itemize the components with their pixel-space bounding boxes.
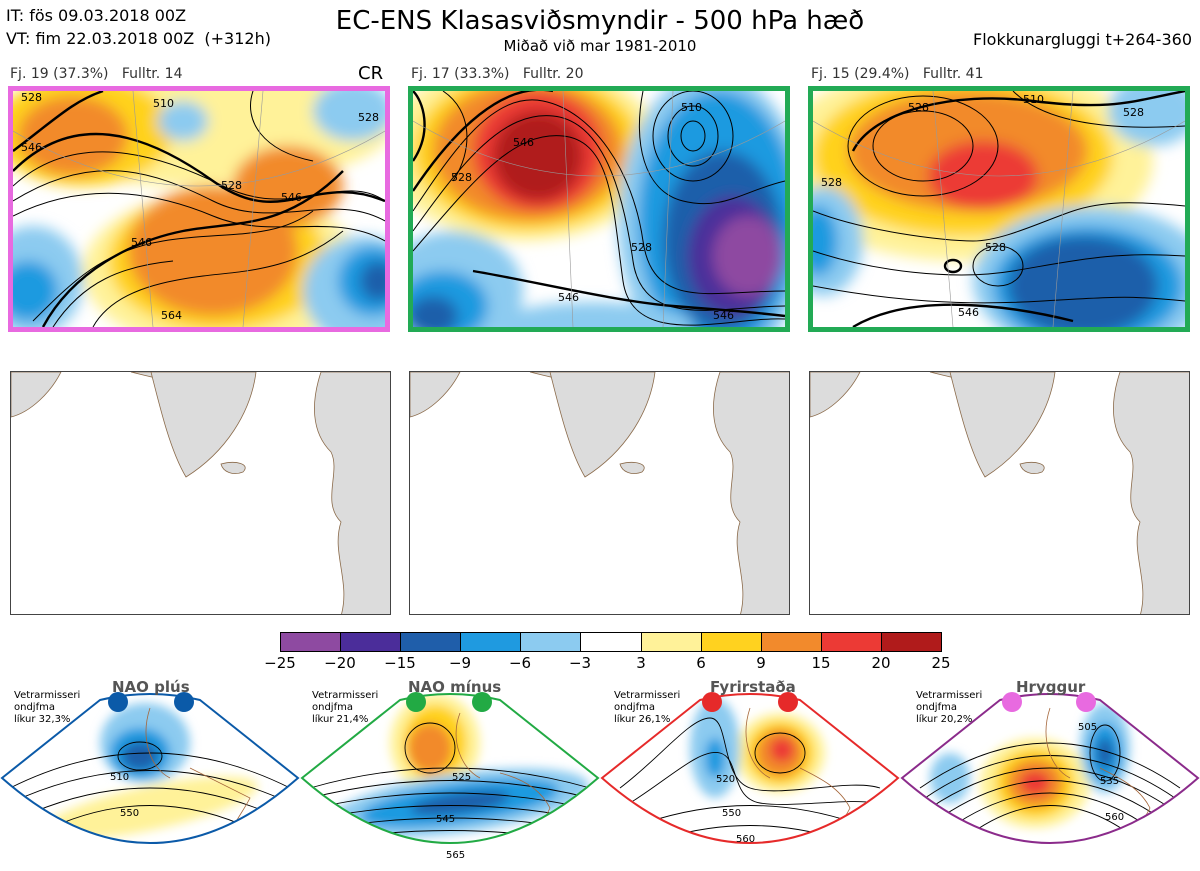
cluster-2-representative: Fulltr. 20 bbox=[522, 66, 584, 82]
cluster-1-contour-label: 510 bbox=[153, 97, 174, 110]
cluster-2-contour-label: 528 bbox=[451, 171, 472, 184]
cluster-1-regime-code: CR bbox=[358, 63, 384, 84]
ridge-contour-label: 505 bbox=[1078, 722, 1097, 733]
blocking-contour-label: 520 bbox=[716, 774, 735, 785]
nao-plus-contour-label: 510 bbox=[110, 772, 129, 783]
blocking-contour-label: 550 bbox=[722, 808, 741, 819]
nao-minus-note: Vetrarmisseri ondjfma líkur 21,4% bbox=[312, 690, 379, 725]
page-subtitle: Miðað við mar 1981-2010 bbox=[503, 37, 697, 55]
blocking-dot bbox=[702, 692, 722, 712]
colorbar-tick: 20 bbox=[871, 654, 891, 672]
nao-minus-contour-label: 545 bbox=[436, 814, 455, 825]
classification-window: Flokkunargluggi t+264-360 bbox=[973, 30, 1192, 49]
nao-plus-dot bbox=[174, 692, 194, 712]
cluster-1-contour-label: 546 bbox=[21, 141, 42, 154]
cluster-1-contour-label: 546 bbox=[131, 236, 152, 249]
colorbar-tick: −25 bbox=[264, 654, 296, 672]
regime-nao-plus: 510 550 Vetrarmisseri ondjfma líkur 32,3… bbox=[0, 678, 300, 871]
cluster-2-contour-label: 546 bbox=[513, 136, 534, 149]
colorbar-tick: 6 bbox=[696, 654, 706, 672]
init-time: IT: fös 09.03.2018 00Z bbox=[6, 6, 187, 25]
colorbar-segment bbox=[701, 633, 762, 651]
colorbar-segment bbox=[461, 633, 522, 651]
cluster-3-contour-label: 528 bbox=[908, 101, 929, 114]
cluster-1-contour-label: 528 bbox=[221, 179, 242, 192]
cluster-2-contour-label: 546 bbox=[713, 309, 734, 322]
cluster-3-contour-label: 546 bbox=[958, 306, 979, 319]
cluster-1-label: Fj. 19 (37.3%) Fulltr. 14 bbox=[10, 66, 183, 82]
nao-plus-note: Vetrarmisseri ondjfma líkur 32,3% bbox=[14, 690, 81, 725]
ridge-title: Hryggur bbox=[1016, 678, 1086, 696]
cluster-3-contour-label: 528 bbox=[821, 176, 842, 189]
ridge-dot bbox=[1002, 692, 1022, 712]
cluster-2-contour-label: 546 bbox=[558, 291, 579, 304]
cluster-3-representative: Fulltr. 41 bbox=[922, 66, 984, 82]
colorbar-segment bbox=[881, 633, 942, 651]
colorbar-tick: 15 bbox=[811, 654, 831, 672]
ridge-note: Vetrarmisseri ondjfma líkur 20,2% bbox=[916, 690, 983, 725]
regime-blocking: 520 550 560 Vetrarmisseri ondjfma líkur … bbox=[600, 678, 900, 871]
cluster-1-contour-label: 528 bbox=[21, 91, 42, 104]
colorbar-segment bbox=[521, 633, 582, 651]
nao-minus-contour-label: 565 bbox=[446, 850, 465, 861]
cluster-1-contour-label: 546 bbox=[281, 191, 302, 204]
nao-minus-dot bbox=[472, 692, 492, 712]
nao-minus-title: NAO mínus bbox=[408, 678, 502, 696]
cluster-1-representative: Fulltr. 14 bbox=[121, 66, 183, 82]
colorbar-segment bbox=[581, 633, 642, 651]
colorbar-tick: 9 bbox=[756, 654, 766, 672]
cluster-3-label: Fj. 15 (29.4%) Fulltr. 41 bbox=[811, 66, 984, 82]
cluster-2-size: Fj. 17 (33.3%) bbox=[411, 66, 510, 82]
blocking-title: Fyrirstaða bbox=[710, 678, 796, 696]
cluster-1-size: Fj. 19 (37.3%) bbox=[10, 66, 109, 82]
colorbar-segment bbox=[401, 633, 462, 651]
anomaly-colorbar bbox=[280, 632, 942, 652]
colorbar-segment bbox=[281, 633, 342, 651]
cluster-3-size: Fj. 15 (29.4%) bbox=[811, 66, 910, 82]
colorbar-tick: −15 bbox=[384, 654, 416, 672]
blocking-contour-label: 560 bbox=[736, 834, 755, 845]
base-map-2 bbox=[409, 371, 790, 615]
colorbar-segment bbox=[641, 633, 702, 651]
blocking-dot bbox=[778, 692, 798, 712]
cluster-1-contour-label: 528 bbox=[358, 111, 379, 124]
cluster-3-contour-label: 528 bbox=[1123, 106, 1144, 119]
cluster-2-contour-label: 510 bbox=[681, 101, 702, 114]
colorbar-tick: −3 bbox=[568, 654, 592, 672]
valid-time: VT: fim 22.03.2018 00Z (+312h) bbox=[6, 29, 271, 48]
nao-plus-contour-label: 550 bbox=[120, 808, 139, 819]
cluster-3-map: 528 510 528 528 546 528 bbox=[808, 86, 1190, 332]
ridge-contour-label: 535 bbox=[1100, 776, 1119, 787]
cluster-2-label: Fj. 17 (33.3%) Fulltr. 20 bbox=[411, 66, 584, 82]
colorbar-tick: 3 bbox=[636, 654, 646, 672]
colorbar-tick: −6 bbox=[508, 654, 532, 672]
regime-ridge: 505 535 560 Vetrarmisseri ondjfma líkur … bbox=[900, 678, 1200, 871]
nao-minus-contour-label: 525 bbox=[452, 772, 471, 783]
cluster-1-map: 528 510 546 528 546 546 528 564 bbox=[8, 86, 390, 332]
nao-plus-title: NAO plús bbox=[112, 678, 190, 696]
cluster-3-contour-label: 510 bbox=[1023, 93, 1044, 106]
colorbar-segment bbox=[761, 633, 822, 651]
regime-nao-minus: 525 545 565 Vetrarmisseri ondjfma líkur … bbox=[300, 678, 600, 871]
colorbar-tick: −20 bbox=[324, 654, 356, 672]
colorbar-segment bbox=[341, 633, 402, 651]
blocking-note: Vetrarmisseri ondjfma líkur 26,1% bbox=[614, 690, 681, 725]
colorbar-tick: 25 bbox=[931, 654, 951, 672]
colorbar-segment bbox=[821, 633, 882, 651]
cluster-3-contour-label: 528 bbox=[985, 241, 1006, 254]
ridge-contour-label: 560 bbox=[1105, 812, 1124, 823]
colorbar-tick: −9 bbox=[448, 654, 472, 672]
cluster-2-contour-label: 528 bbox=[631, 241, 652, 254]
page-title: EC-ENS Klasasviðsmyndir - 500 hPa hæð bbox=[335, 6, 865, 36]
run-info: IT: fös 09.03.2018 00Z VT: fim 22.03.2018… bbox=[6, 4, 271, 50]
nao-plus-dot bbox=[108, 692, 128, 712]
base-map-3 bbox=[809, 371, 1190, 615]
nao-minus-dot bbox=[406, 692, 426, 712]
base-map-1 bbox=[10, 371, 391, 615]
cluster-1-contour-label: 564 bbox=[161, 309, 182, 322]
ridge-dot bbox=[1076, 692, 1096, 712]
cluster-2-map: 510 546 528 528 546 546 bbox=[408, 86, 790, 332]
